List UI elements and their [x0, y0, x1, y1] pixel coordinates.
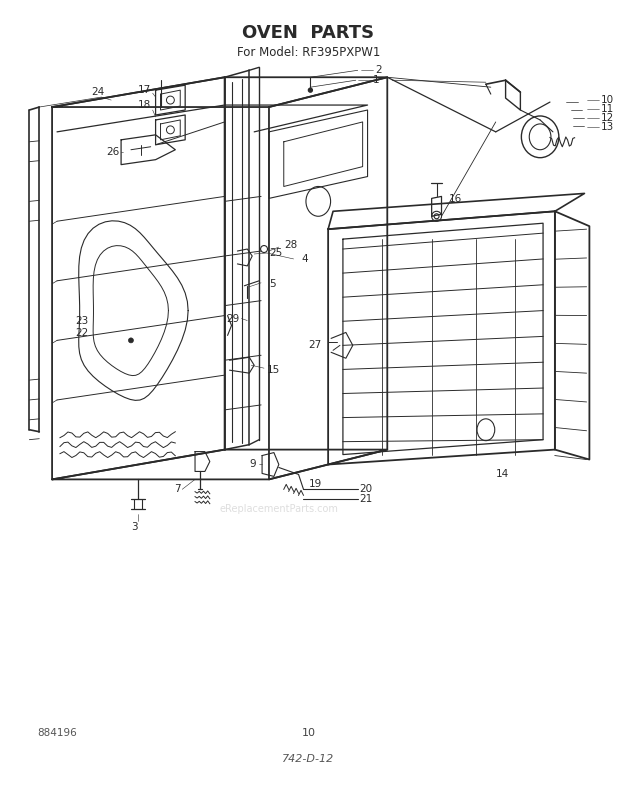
- Text: 4: 4: [301, 254, 308, 264]
- Text: 14: 14: [496, 470, 509, 479]
- Text: 10: 10: [601, 95, 614, 105]
- Text: 16: 16: [448, 195, 462, 204]
- Text: 15: 15: [267, 365, 280, 375]
- Text: 11: 11: [601, 104, 614, 114]
- Text: 29: 29: [226, 314, 239, 324]
- Text: eReplacementParts.com: eReplacementParts.com: [219, 504, 339, 515]
- Text: 7: 7: [174, 485, 180, 494]
- Text: 13: 13: [601, 122, 614, 132]
- Text: For Model: RF395PXPW1: For Model: RF395PXPW1: [237, 46, 380, 59]
- Text: 10: 10: [301, 727, 316, 738]
- Text: 28: 28: [284, 240, 297, 250]
- Text: 884196: 884196: [37, 727, 77, 738]
- Ellipse shape: [308, 88, 312, 92]
- Text: 22: 22: [75, 329, 88, 338]
- Text: 20: 20: [360, 485, 373, 494]
- Text: OVEN  PARTS: OVEN PARTS: [242, 24, 374, 42]
- Text: 17: 17: [138, 85, 151, 95]
- Ellipse shape: [128, 338, 133, 343]
- Text: 3: 3: [131, 522, 138, 532]
- Text: 2: 2: [376, 65, 382, 76]
- Text: 26: 26: [106, 147, 119, 157]
- Text: 1: 1: [373, 75, 379, 85]
- Text: 25: 25: [269, 248, 282, 258]
- Text: 9: 9: [249, 459, 256, 470]
- Text: 5: 5: [269, 279, 276, 288]
- Text: 27: 27: [308, 340, 321, 351]
- Text: 19: 19: [308, 479, 322, 489]
- Text: 742-D-12: 742-D-12: [282, 754, 335, 764]
- Text: 18: 18: [138, 100, 151, 110]
- Text: 23: 23: [75, 315, 88, 325]
- Text: 21: 21: [360, 494, 373, 504]
- Text: 12: 12: [601, 113, 614, 123]
- Text: 24: 24: [91, 87, 104, 97]
